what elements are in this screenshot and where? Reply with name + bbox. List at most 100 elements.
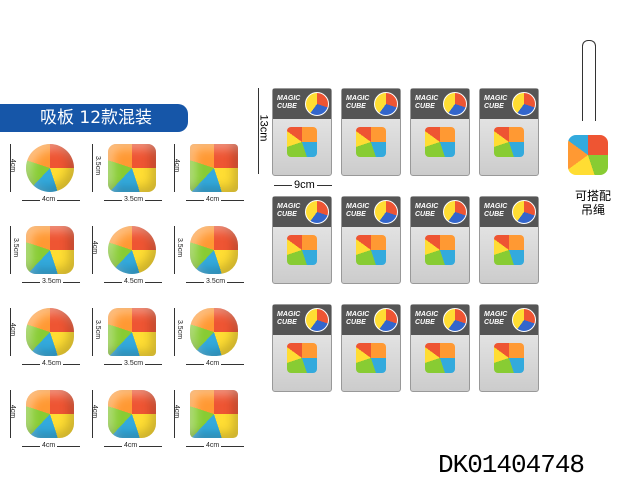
title-banner: 吸板 12款混装 <box>0 104 188 132</box>
packaged-puzzle <box>494 343 524 373</box>
packaged-puzzle <box>425 127 455 157</box>
width-dimension: 3.5cm <box>104 196 162 203</box>
package-card: MAGIC CUBE <box>341 196 401 284</box>
package-title: MAGIC CUBE <box>415 311 439 326</box>
width-dimension: 3.5cm <box>22 278 80 285</box>
width-dimension: 3.5cm <box>186 278 244 285</box>
width-label: 3.5cm <box>204 278 228 285</box>
puzzle-toy <box>26 390 74 438</box>
width-dimension: 4cm <box>186 196 244 203</box>
height-dimension: 3.5cm <box>92 308 101 356</box>
height-dimension: 4cm <box>173 144 180 192</box>
width-label: 4cm <box>122 442 140 449</box>
package-title: MAGIC CUBE <box>415 203 439 218</box>
variant-item: 4cm 4cm <box>8 140 84 218</box>
product-code: DK01404748 <box>438 450 585 480</box>
cube-logo <box>443 92 467 116</box>
variant-item: 4cm 4cm <box>172 386 248 464</box>
puzzle-toy <box>190 390 238 438</box>
package-title: MAGIC CUBE <box>346 311 370 326</box>
height-label: 4cm <box>91 240 99 255</box>
width-dimension: 4cm <box>186 442 244 449</box>
package-title: MAGIC CUBE <box>277 311 301 326</box>
variant-item: 4cm 4cm <box>8 386 84 464</box>
package-card: MAGIC CUBE <box>341 304 401 392</box>
cube-logo <box>374 200 398 224</box>
package-title: MAGIC CUBE <box>484 95 508 110</box>
package-title: MAGIC CUBE <box>346 95 370 110</box>
packaged-puzzle <box>356 343 386 373</box>
package-width-dimension: 9cm <box>274 179 332 191</box>
variant-item: 4cm 4.5cm <box>8 304 84 382</box>
width-dimension: 4cm <box>186 360 244 367</box>
package-title: MAGIC CUBE <box>415 95 439 110</box>
width-label: 4.5cm <box>122 278 146 285</box>
cube-logo <box>305 308 329 332</box>
package-card: MAGIC CUBE <box>272 88 332 176</box>
packaged-puzzle <box>287 343 317 373</box>
puzzle-toy <box>108 144 156 192</box>
width-dimension: 4.5cm <box>22 360 80 367</box>
package-width-label: 9cm <box>292 179 317 191</box>
variant-item: 4cm 4cm <box>90 386 166 464</box>
packaged-puzzle <box>287 235 317 265</box>
package-title: MAGIC CUBE <box>484 203 508 218</box>
height-label: 4cm <box>9 158 17 173</box>
height-dimension: 4cm <box>91 226 98 274</box>
height-label: 4cm <box>9 322 17 337</box>
width-label: 4.5cm <box>40 360 64 367</box>
variant-item: 3.5cm 4cm <box>172 304 248 382</box>
package-height-dimension: 13cm <box>257 88 269 174</box>
cube-logo <box>512 92 536 116</box>
packaged-puzzle <box>287 127 317 157</box>
height-dimension: 3.5cm <box>174 308 183 356</box>
height-label: 3.5cm <box>176 237 184 258</box>
package-card: MAGIC CUBE <box>272 304 332 392</box>
package-card: MAGIC CUBE <box>410 304 470 392</box>
puzzle-toy <box>108 390 156 438</box>
puzzle-toy <box>26 308 74 356</box>
puzzle-toy <box>108 226 156 274</box>
package-card: MAGIC CUBE <box>272 196 332 284</box>
height-dimension: 4cm <box>9 144 16 192</box>
width-dimension: 4cm <box>22 196 80 203</box>
cube-logo <box>374 92 398 116</box>
height-label: 4cm <box>9 404 17 419</box>
cube-logo <box>374 308 398 332</box>
keychain-string <box>568 40 608 140</box>
height-dimension: 4cm <box>173 390 180 438</box>
width-dimension: 3.5cm <box>104 360 162 367</box>
variant-item: 3.5cm 3.5cm <box>172 222 248 300</box>
width-label: 4cm <box>40 442 58 449</box>
package-title: MAGIC CUBE <box>277 95 301 110</box>
height-dimension: 3.5cm <box>92 144 101 192</box>
height-label: 3.5cm <box>94 319 102 340</box>
height-label: 3.5cm <box>12 237 20 258</box>
width-dimension: 4cm <box>22 442 80 449</box>
height-dimension: 3.5cm <box>174 226 183 274</box>
package-title: MAGIC CUBE <box>484 311 508 326</box>
package-card: MAGIC CUBE <box>341 88 401 176</box>
width-label: 3.5cm <box>122 360 146 367</box>
cube-logo <box>443 308 467 332</box>
width-label: 4cm <box>204 442 222 449</box>
width-label: 3.5cm <box>122 196 146 203</box>
width-dimension: 4cm <box>104 442 162 449</box>
width-label: 3.5cm <box>40 278 64 285</box>
puzzle-toy <box>108 308 156 356</box>
variant-item: 3.5cm 3.5cm <box>90 140 166 218</box>
packaged-puzzle <box>494 235 524 265</box>
packaged-puzzle <box>425 235 455 265</box>
puzzle-toy <box>26 226 74 274</box>
package-card: MAGIC CUBE <box>410 88 470 176</box>
cube-logo <box>305 92 329 116</box>
width-label: 4cm <box>204 360 222 367</box>
cube-logo <box>512 308 536 332</box>
cube-logo <box>443 200 467 224</box>
package-card: MAGIC CUBE <box>410 196 470 284</box>
height-dimension: 4cm <box>9 390 16 438</box>
puzzle-toy <box>26 144 74 192</box>
puzzle-toy <box>190 308 238 356</box>
width-dimension: 4.5cm <box>104 278 162 285</box>
width-label: 4cm <box>204 196 222 203</box>
